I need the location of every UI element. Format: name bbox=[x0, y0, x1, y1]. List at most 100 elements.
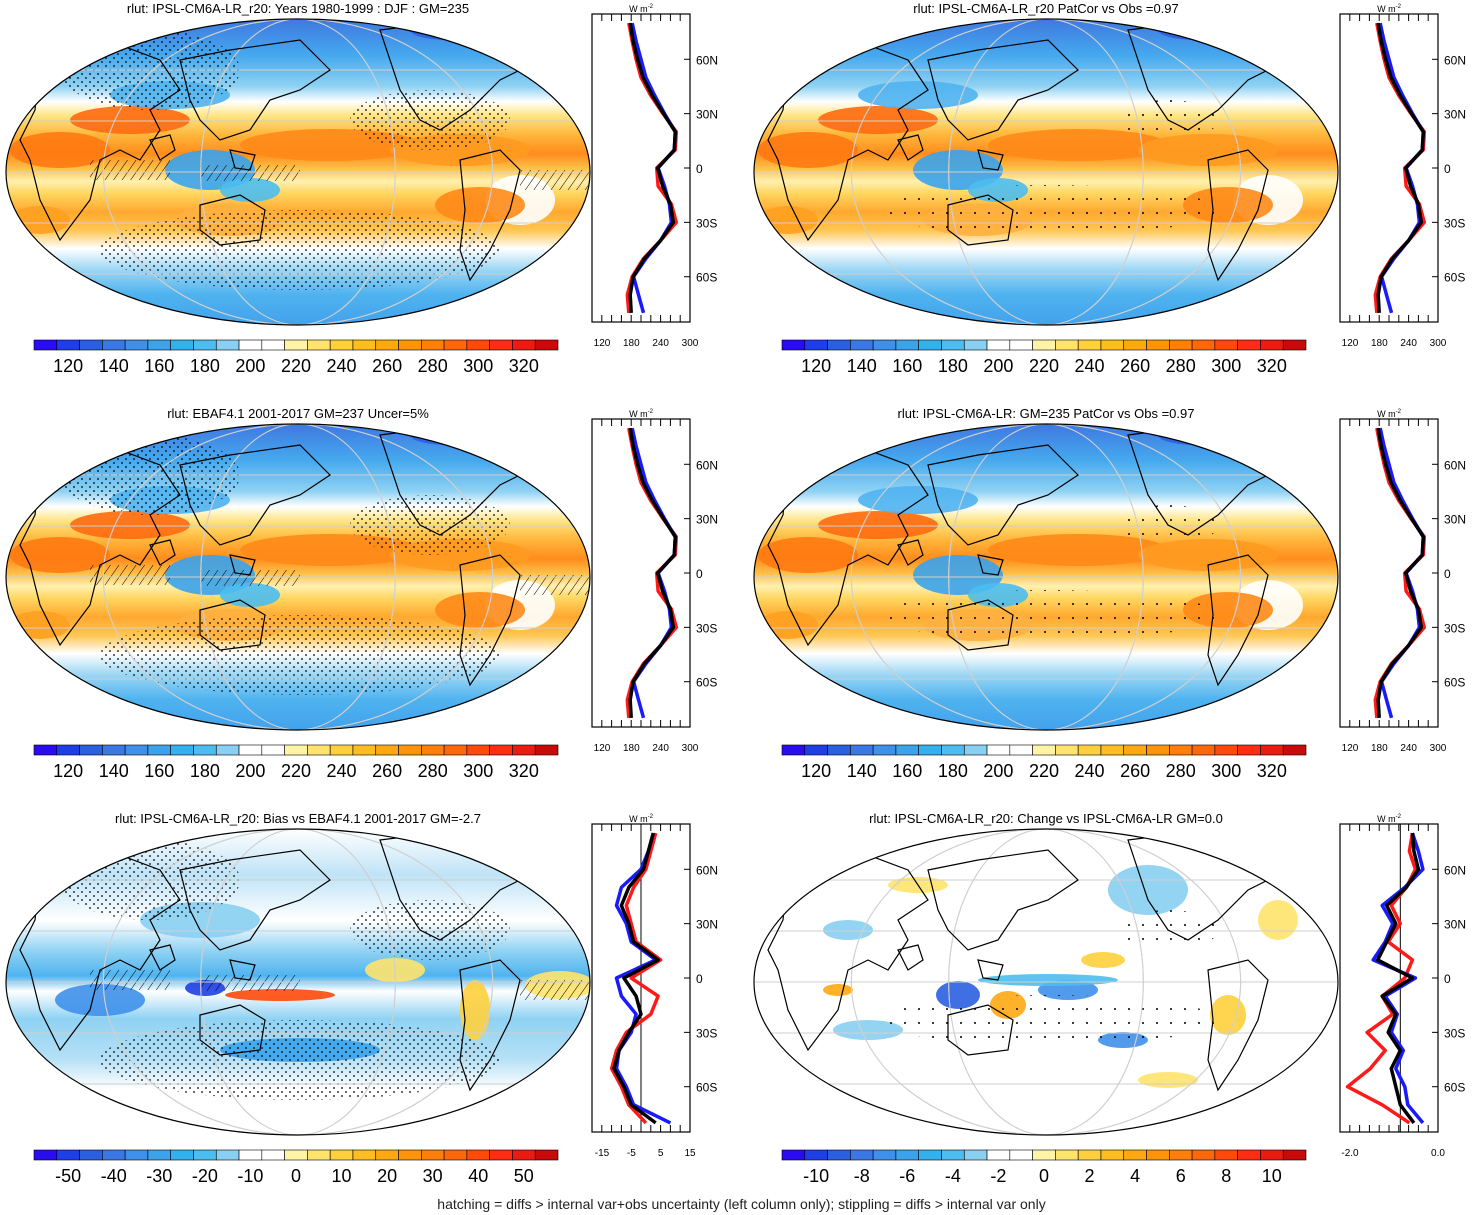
colorbar-swatch bbox=[872, 339, 897, 351]
colorbar: -50 -40 -30 -20 -10 0 10 20 30 40 50 bbox=[33, 1149, 559, 1186]
colorbar-swatch bbox=[329, 1149, 354, 1161]
colorbar-swatch bbox=[238, 1149, 263, 1161]
profile-lat-label: 60N bbox=[696, 53, 718, 67]
colorbar-swatch bbox=[804, 1149, 828, 1161]
colorbar-tick-label: 300 bbox=[463, 761, 493, 781]
colorbar-swatch bbox=[102, 339, 126, 351]
colorbar-swatch bbox=[124, 339, 149, 351]
map-outline bbox=[5, 828, 591, 1136]
coastline bbox=[199, 599, 266, 651]
colorbar-swatch bbox=[215, 744, 240, 756]
colorbar-tick-label: 200 bbox=[983, 356, 1013, 376]
colorbar-swatch bbox=[512, 744, 536, 756]
colorbar-swatch bbox=[193, 339, 217, 351]
coastline bbox=[977, 959, 1004, 981]
colorbar-swatch bbox=[1191, 1149, 1216, 1161]
panel-title: rlut: IPSL-CM6A-LR_r20: Change vs IPSL-C… bbox=[869, 811, 1223, 826]
coastline bbox=[229, 554, 256, 576]
coastline bbox=[199, 1004, 266, 1056]
map-field bbox=[6, 424, 590, 730]
colorbar-swatch bbox=[466, 1149, 490, 1161]
colorbar-swatch bbox=[1009, 744, 1033, 756]
profile-line-ensemble bbox=[1376, 22, 1426, 313]
colorbar-swatch bbox=[1123, 339, 1147, 351]
profile-x-label: 300 bbox=[682, 743, 699, 754]
field-anomaly bbox=[823, 920, 873, 940]
map-outline bbox=[753, 423, 1339, 731]
colorbar-swatch bbox=[918, 1149, 942, 1161]
colorbar: 120 140 160 180 200 220 240 260 280 300 320 bbox=[781, 339, 1307, 376]
coastline bbox=[19, 39, 181, 242]
colorbar-swatch bbox=[215, 339, 240, 351]
colorbar-tick-label: 20 bbox=[377, 1166, 397, 1186]
colorbar-swatch bbox=[1214, 339, 1238, 351]
profile-x-label: 5 bbox=[658, 1148, 664, 1159]
colorbar-tick-label: 10 bbox=[332, 1166, 352, 1186]
graticule-lon bbox=[102, 19, 494, 325]
colorbar-swatch bbox=[238, 339, 263, 351]
profile-lat-label: 30N bbox=[1444, 108, 1466, 122]
profile-units: W m-2 bbox=[629, 814, 653, 824]
field-anomaly bbox=[435, 187, 525, 223]
colorbar-swatch bbox=[170, 1149, 194, 1161]
colorbar-tick-label: 320 bbox=[509, 356, 539, 376]
colorbar-swatch bbox=[1237, 744, 1261, 756]
colorbar-tick-label: 180 bbox=[190, 356, 220, 376]
colorbar-swatch bbox=[534, 1149, 559, 1161]
colorbar-swatch bbox=[850, 1149, 874, 1161]
profile-x-label: 180 bbox=[1371, 743, 1388, 754]
graticule-lon bbox=[850, 829, 1242, 1135]
colorbar: -10 -8 -6 -4 -2 0 2 4 6 8 10 bbox=[781, 1149, 1307, 1186]
profile-lat-label: 60S bbox=[696, 271, 717, 285]
profile-x-label: 120 bbox=[594, 338, 611, 349]
colorbar-swatch bbox=[124, 1149, 149, 1161]
colorbar-tick-label: 220 bbox=[281, 761, 311, 781]
colorbar-tick-label: 320 bbox=[1257, 761, 1287, 781]
coastline bbox=[897, 134, 924, 161]
colorbar-tick-label: 280 bbox=[418, 356, 448, 376]
colorbar-swatch bbox=[512, 339, 536, 351]
colorbar-swatch bbox=[1100, 339, 1125, 351]
map-field bbox=[754, 829, 1338, 1135]
field-anomaly bbox=[758, 611, 818, 639]
profile-lat-label: 0 bbox=[696, 162, 703, 176]
colorbar-tick-label: 220 bbox=[281, 356, 311, 376]
colorbar-swatch bbox=[193, 744, 217, 756]
colorbar-swatch bbox=[1055, 744, 1079, 756]
field-anomaly bbox=[1258, 900, 1298, 940]
colorbar-swatch bbox=[1169, 744, 1193, 756]
field-anomaly bbox=[1138, 134, 1278, 166]
colorbar-swatch bbox=[79, 744, 103, 756]
profile-lat-label: 60S bbox=[696, 676, 717, 690]
colorbar-swatch bbox=[941, 744, 965, 756]
colorbar-swatch bbox=[1282, 1149, 1307, 1161]
coastline bbox=[897, 944, 924, 971]
profile-units: W m-2 bbox=[1377, 409, 1401, 419]
graticule-lon bbox=[200, 829, 396, 1135]
colorbar-tick-label: 10 bbox=[1262, 1166, 1282, 1186]
coastline bbox=[767, 444, 929, 647]
panel-6: rlut: IPSL-CM6A-LR_r20: Change vs IPSL-C… bbox=[753, 811, 1466, 1186]
profile-lat-label: 30S bbox=[1444, 216, 1465, 230]
profile-x-label: 180 bbox=[623, 338, 640, 349]
map-field bbox=[6, 19, 590, 325]
colorbar-swatch bbox=[1032, 1149, 1056, 1161]
coastline bbox=[229, 959, 256, 981]
stippling bbox=[100, 210, 500, 290]
field-anomaly bbox=[758, 132, 858, 168]
colorbar-swatch bbox=[1260, 1149, 1284, 1161]
colorbar-swatch bbox=[215, 1149, 240, 1161]
colorbar-tick-label: 260 bbox=[1120, 356, 1150, 376]
colorbar-swatch bbox=[307, 1149, 331, 1161]
profile-lat-label: 0 bbox=[696, 972, 703, 986]
colorbar-swatch bbox=[804, 339, 828, 351]
colorbar-swatch bbox=[1214, 1149, 1238, 1161]
colorbar-tick-label: 160 bbox=[144, 761, 174, 781]
graticule-lon bbox=[948, 19, 1144, 325]
colorbar-swatch bbox=[1077, 744, 1102, 756]
colorbar-swatch bbox=[781, 744, 806, 756]
colorbar-swatch bbox=[421, 744, 445, 756]
profile-lat-label: 60S bbox=[696, 1081, 717, 1095]
profile-lat-label: 30N bbox=[1444, 513, 1466, 527]
profile-line-ensemble bbox=[612, 832, 660, 1125]
